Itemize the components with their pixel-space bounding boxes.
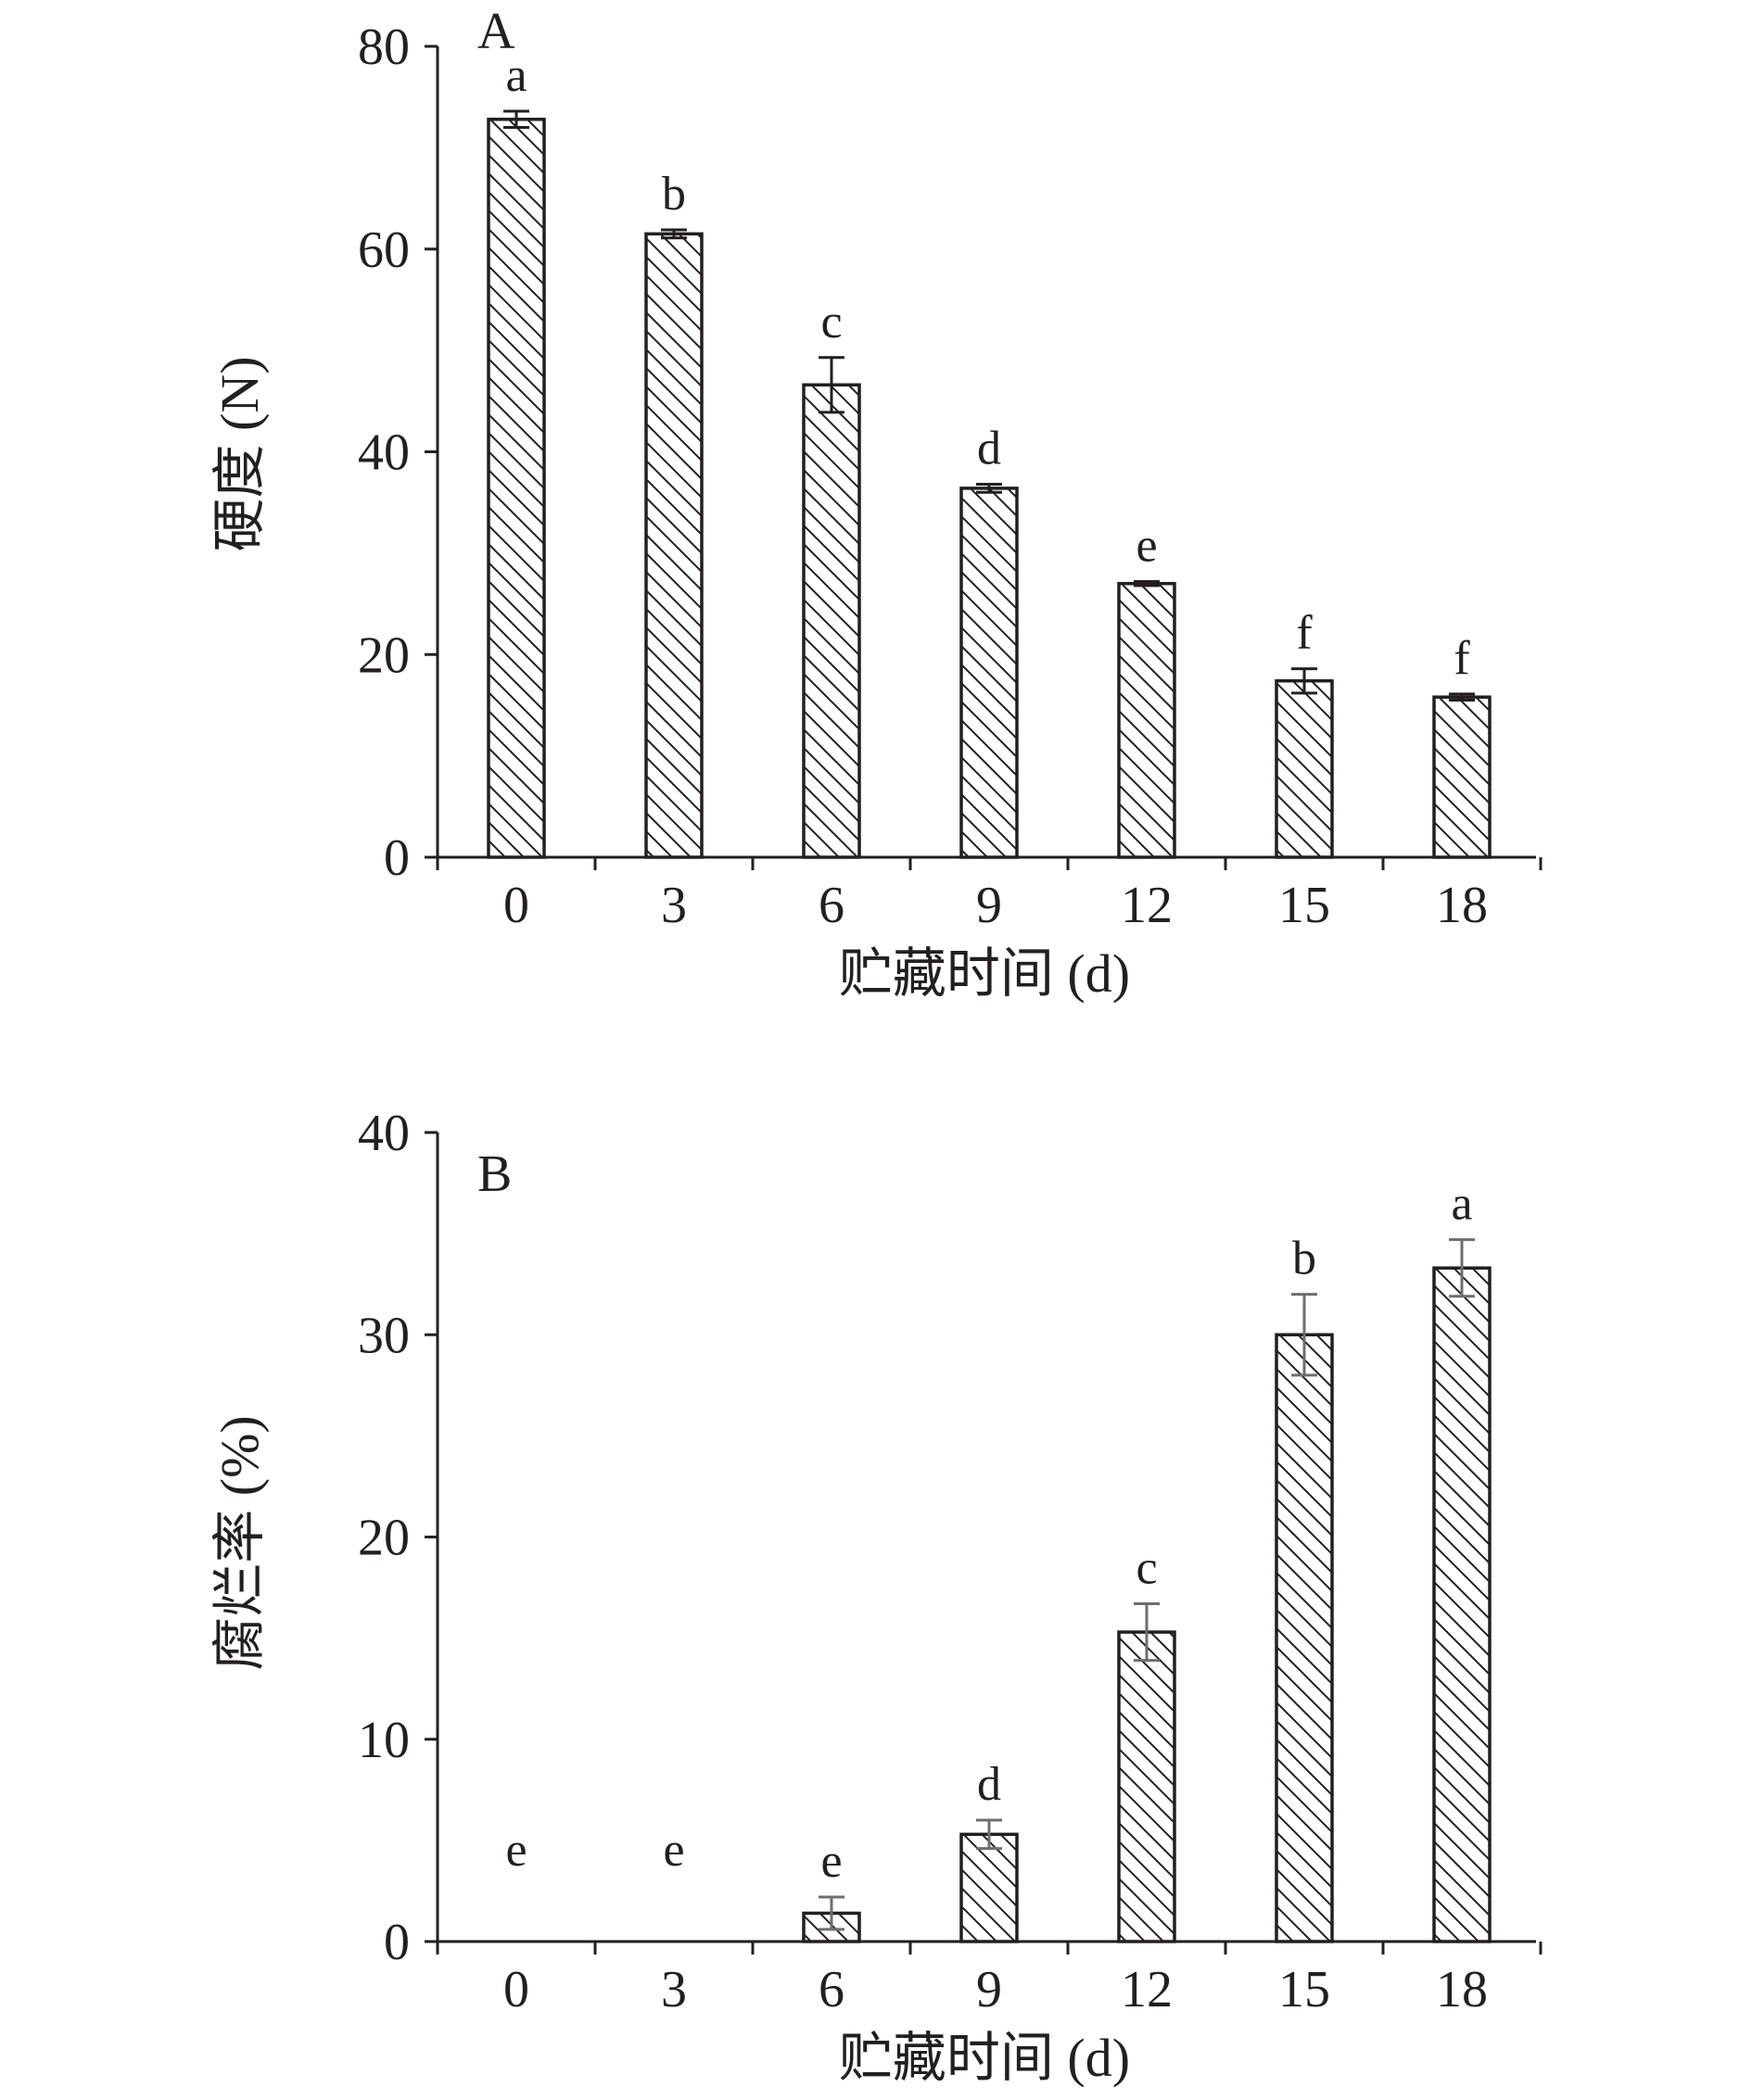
y-tick-label: 60 xyxy=(358,221,410,279)
x-tick-label: 3 xyxy=(661,1961,687,2018)
significance-letter: d xyxy=(977,423,1001,475)
x-tick-label: 9 xyxy=(976,1961,1002,2018)
x-tick-label: 15 xyxy=(1278,1961,1330,2018)
x-tick-label: 6 xyxy=(819,1961,844,2018)
bar xyxy=(959,487,1019,859)
significance-letter: a xyxy=(1451,1178,1472,1231)
significance-letter: a xyxy=(505,49,527,102)
significance-letter: f xyxy=(1296,607,1313,660)
y-tick-label: 30 xyxy=(358,1307,410,1364)
panel-label: B xyxy=(477,1145,512,1203)
x-tick-label: 6 xyxy=(819,877,844,934)
y-tick-group: 0 20 40 60 80 xyxy=(358,19,438,887)
y-tick-label: 20 xyxy=(358,626,410,684)
chart-panel-b: e e e d c b a 0 10 20 30 40 0 3 6 9 12 15 18 B 腐烂率 (%) 贮… xyxy=(209,1105,1543,2088)
significance-label-group: e e e d c b a xyxy=(505,1178,1472,1888)
x-tick-label: 9 xyxy=(976,877,1002,934)
bar xyxy=(959,1832,1019,1943)
x-tick-label: 0 xyxy=(503,877,529,934)
bar-group xyxy=(802,1266,1492,1943)
significance-letter: b xyxy=(662,168,686,221)
significance-letter: b xyxy=(1292,1233,1316,1285)
significance-letter: e xyxy=(505,1824,527,1877)
significance-letter: e xyxy=(663,1824,684,1877)
bar xyxy=(644,232,704,859)
x-tick-group: 0 3 6 9 12 15 18 xyxy=(436,1942,1543,2018)
bar xyxy=(1432,1266,1492,1943)
y-axis-title: 硬度 (N) xyxy=(209,356,270,551)
x-tick-label: 18 xyxy=(1436,877,1488,934)
y-tick-label: 0 xyxy=(384,829,410,887)
y-tick-label: 20 xyxy=(358,1510,410,1567)
y-tick-label: 80 xyxy=(358,19,410,76)
significance-letter: c xyxy=(1136,1542,1157,1595)
y-tick-group: 0 10 20 30 40 xyxy=(358,1105,438,1971)
significance-letter: f xyxy=(1454,632,1470,685)
significance-label-group: a b c d e f f xyxy=(505,49,1470,685)
x-axis-title: 贮藏时间 (d) xyxy=(839,943,1130,1004)
bar xyxy=(1432,695,1492,859)
significance-letter: d xyxy=(977,1758,1001,1811)
x-tick-label: 0 xyxy=(503,1961,529,2018)
significance-letter: e xyxy=(820,1835,842,1888)
x-tick-label: 3 xyxy=(661,877,687,934)
chart-panel-a: a b c d e f f 0 20 40 60 80 0 3 6 9 12 15 18 A 硬度 (N) 贮藏… xyxy=(209,3,1543,1004)
y-tick-label: 0 xyxy=(384,1914,410,1971)
bar xyxy=(1117,1630,1176,1943)
y-tick-label: 40 xyxy=(358,1105,410,1162)
x-tick-group: 0 3 6 9 12 15 18 xyxy=(436,857,1543,934)
significance-letter: c xyxy=(820,296,842,348)
error-bar-group xyxy=(503,109,1475,702)
x-tick-label: 12 xyxy=(1121,877,1173,934)
y-tick-label: 10 xyxy=(358,1712,410,1769)
error-bar-group xyxy=(819,1238,1475,1931)
bar xyxy=(802,383,861,859)
y-axis-title: 腐烂率 (%) xyxy=(209,1415,270,1670)
y-tick-label: 40 xyxy=(358,424,410,482)
significance-letter: e xyxy=(1136,520,1157,573)
bar xyxy=(1275,678,1334,859)
x-tick-label: 18 xyxy=(1436,1961,1488,2018)
x-tick-label: 15 xyxy=(1278,877,1330,934)
bar xyxy=(1275,1333,1334,1943)
panel-label: A xyxy=(477,3,515,60)
bar xyxy=(1117,581,1176,859)
x-axis-title: 贮藏时间 (d) xyxy=(839,2028,1130,2088)
bar xyxy=(487,118,546,859)
x-tick-label: 12 xyxy=(1121,1961,1173,2018)
